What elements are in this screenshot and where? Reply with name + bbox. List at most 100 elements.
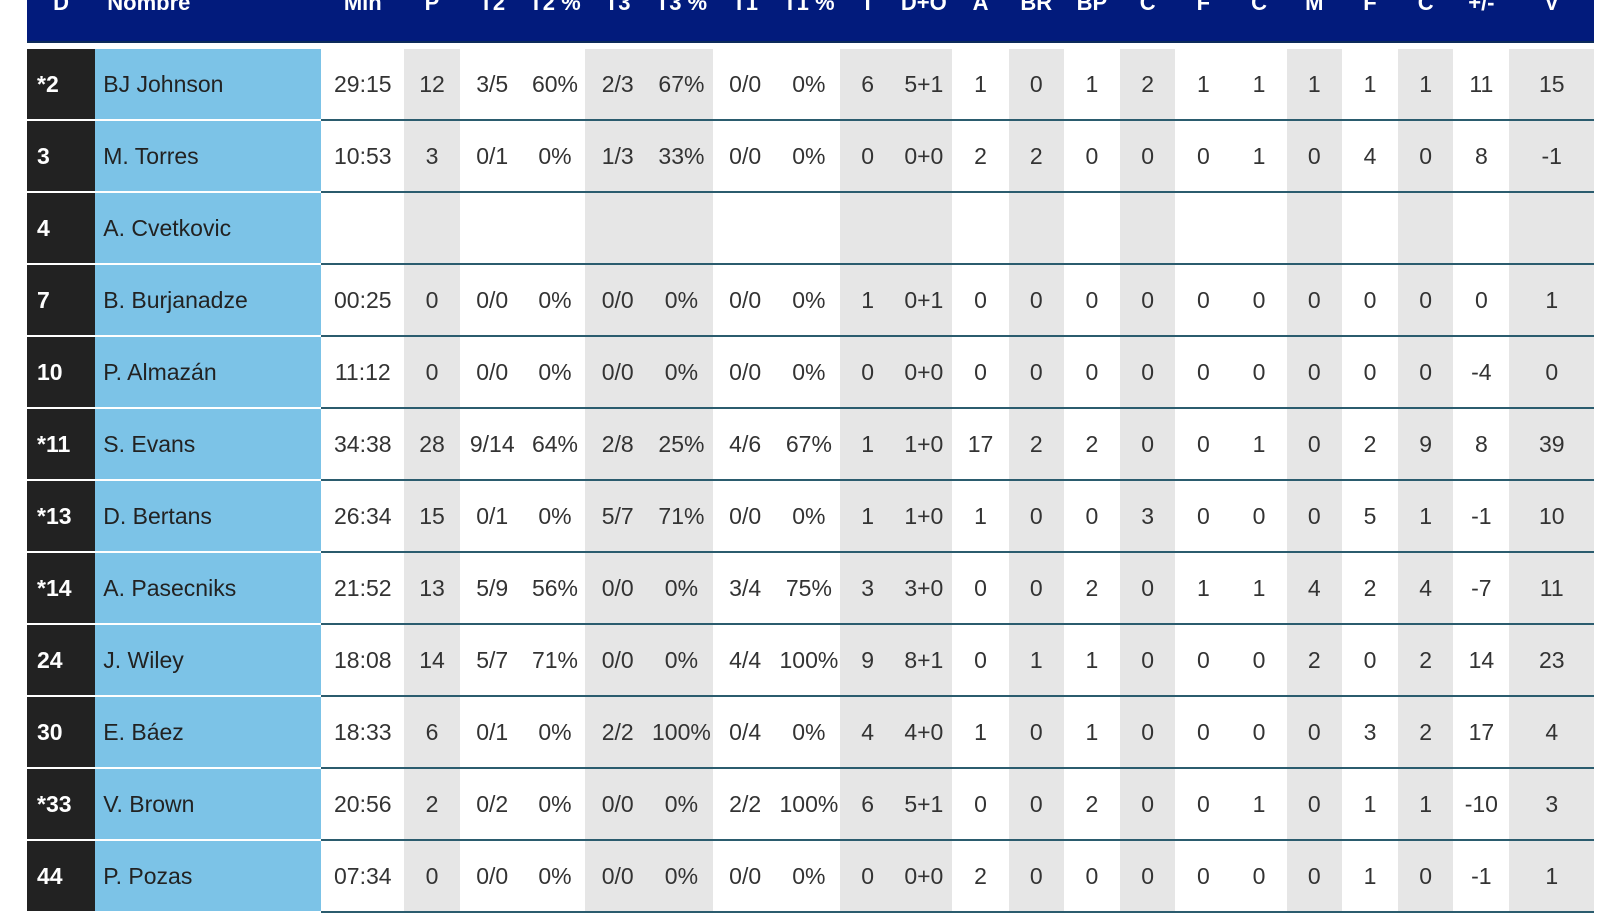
column-header[interactable]: C bbox=[1231, 0, 1287, 43]
stat-cell: 0 bbox=[404, 336, 460, 409]
stat-cell: 4 bbox=[840, 696, 896, 769]
stat-cell: 14 bbox=[404, 624, 460, 697]
stat-cell: 4/4 bbox=[712, 624, 778, 697]
column-header[interactable]: T3 % bbox=[650, 0, 713, 43]
stat-cell bbox=[1175, 192, 1232, 265]
stat-cell: 18:33 bbox=[321, 696, 405, 769]
stat-cell: 0 bbox=[1175, 480, 1232, 553]
stat-cell: 2 bbox=[1341, 552, 1399, 625]
stat-cell: 0/0 bbox=[459, 840, 525, 913]
stat-cell: 0 bbox=[1175, 264, 1232, 337]
stat-cell: 2/2 bbox=[712, 768, 778, 841]
column-header[interactable]: +/- bbox=[1453, 0, 1510, 43]
stat-cell: 18:08 bbox=[321, 624, 405, 697]
stat-cell: 1 bbox=[952, 696, 1009, 769]
column-header[interactable]: M bbox=[1286, 0, 1342, 43]
stat-cell: 29:15 bbox=[321, 49, 405, 121]
player-row: *13 D. Bertans 26:34 15 0/1 0% 5/7 71% 0/0 0% 1 1+0… bbox=[27, 480, 1594, 553]
stat-cell: 9 bbox=[1398, 408, 1454, 481]
player-name[interactable]: V. Brown bbox=[95, 768, 322, 841]
column-header[interactable]: V bbox=[1509, 0, 1594, 43]
stat-cell: 0 bbox=[952, 552, 1009, 625]
stat-cell: 0 bbox=[1063, 120, 1121, 193]
column-header[interactable]: Nombre bbox=[95, 0, 322, 43]
column-header[interactable]: C bbox=[1120, 0, 1176, 43]
stat-cell: -4 bbox=[1453, 336, 1510, 409]
stat-cell: 0 bbox=[1175, 624, 1232, 697]
player-name[interactable]: P. Almazán bbox=[95, 336, 322, 409]
player-name[interactable]: E. Báez bbox=[95, 696, 322, 769]
stat-cell: 0 bbox=[1008, 49, 1064, 121]
stat-cell bbox=[952, 192, 1009, 265]
stat-cell: 0/0 bbox=[459, 264, 525, 337]
player-row: 44 P. Pozas 07:34 0 0/0 0% 0/0 0% 0/0 0% 0 0+0 2 0 0 0 0… bbox=[27, 840, 1594, 913]
player-name[interactable]: BJ Johnson bbox=[95, 49, 322, 121]
stat-cell: 2 bbox=[1063, 768, 1121, 841]
stat-cell: 2 bbox=[404, 768, 460, 841]
stat-cell bbox=[321, 192, 405, 265]
stat-cell: 00:25 bbox=[321, 264, 405, 337]
stat-cell: 6 bbox=[404, 696, 460, 769]
stat-cell: 0 bbox=[1286, 480, 1342, 553]
player-name[interactable]: S. Evans bbox=[95, 408, 322, 481]
stat-cell: 15 bbox=[1509, 49, 1594, 121]
stat-cell: 0 bbox=[1398, 264, 1454, 337]
column-header[interactable]: T2 bbox=[459, 0, 525, 43]
stat-cell: 0/0 bbox=[712, 120, 778, 193]
column-header[interactable]: Min bbox=[321, 0, 405, 43]
stat-cell: 0 bbox=[840, 336, 896, 409]
player-name[interactable]: P. Pozas bbox=[95, 840, 322, 913]
column-header[interactable]: BR bbox=[1008, 0, 1064, 43]
stat-cell: 0/0 bbox=[712, 264, 778, 337]
stat-cell: 67% bbox=[650, 49, 713, 121]
stat-cell: 0 bbox=[1063, 264, 1121, 337]
stat-cell: 33% bbox=[650, 120, 713, 193]
column-header[interactable]: D+O bbox=[895, 0, 953, 43]
column-header[interactable]: D bbox=[27, 0, 96, 43]
player-name[interactable]: D. Bertans bbox=[95, 480, 322, 553]
player-row: *2 BJ Johnson 29:15 12 3/5 60% 2/3 67% 0/0 0% 6 5+1… bbox=[27, 49, 1594, 121]
player-name[interactable]: M. Torres bbox=[95, 120, 322, 193]
stat-cell: 10:53 bbox=[321, 120, 405, 193]
stat-cell: 1 bbox=[840, 408, 896, 481]
stat-cell: 0 bbox=[1175, 336, 1232, 409]
column-header[interactable]: P bbox=[404, 0, 460, 43]
stat-cell: 6 bbox=[840, 49, 896, 121]
column-header[interactable]: F bbox=[1341, 0, 1399, 43]
stat-cell: 0/0 bbox=[585, 264, 651, 337]
column-header[interactable]: BP bbox=[1063, 0, 1121, 43]
column-header[interactable]: T1 % bbox=[777, 0, 841, 43]
stat-cell: 17 bbox=[1453, 696, 1510, 769]
column-header[interactable]: F bbox=[1175, 0, 1232, 43]
column-header[interactable]: A bbox=[952, 0, 1009, 43]
column-header[interactable]: C bbox=[1398, 0, 1454, 43]
player-name[interactable]: J. Wiley bbox=[95, 624, 322, 697]
stat-cell: 0% bbox=[777, 480, 841, 553]
column-header[interactable]: T bbox=[840, 0, 896, 43]
player-name[interactable]: B. Burjanadze bbox=[95, 264, 322, 337]
column-header[interactable]: T2 % bbox=[524, 0, 586, 43]
stat-cell: 1 bbox=[1398, 480, 1454, 553]
stat-cell: 1 bbox=[1509, 840, 1594, 913]
stat-cell: 2 bbox=[1063, 408, 1121, 481]
stat-cell: 2 bbox=[1120, 49, 1176, 121]
player-number: *2 bbox=[27, 49, 96, 121]
stat-cell: 0/0 bbox=[585, 336, 651, 409]
stat-cell: 0 bbox=[1341, 336, 1399, 409]
stat-cell: 0 bbox=[1231, 264, 1287, 337]
stat-cell: 0 bbox=[952, 768, 1009, 841]
player-row: 3 M. Torres 10:53 3 0/1 0% 1/3 33% 0/0 0% 0 0+0 2 2 0 0… bbox=[27, 120, 1594, 193]
stat-cell: 0/0 bbox=[712, 480, 778, 553]
stat-cell: 8 bbox=[1453, 120, 1510, 193]
player-name[interactable]: A. Pasecniks bbox=[95, 552, 322, 625]
stat-cell: 0 bbox=[1120, 264, 1176, 337]
stat-cell: 0 bbox=[1341, 264, 1399, 337]
player-name[interactable]: A. Cvetkovic bbox=[95, 192, 322, 265]
stat-cell: 1 bbox=[1231, 408, 1287, 481]
stat-cell: 3 bbox=[404, 120, 460, 193]
stat-cell: 2/8 bbox=[585, 408, 651, 481]
column-header[interactable]: T3 bbox=[585, 0, 651, 43]
column-header[interactable]: T1 bbox=[712, 0, 778, 43]
stat-cell: 0% bbox=[524, 840, 586, 913]
stat-cell: 0 bbox=[1175, 768, 1232, 841]
